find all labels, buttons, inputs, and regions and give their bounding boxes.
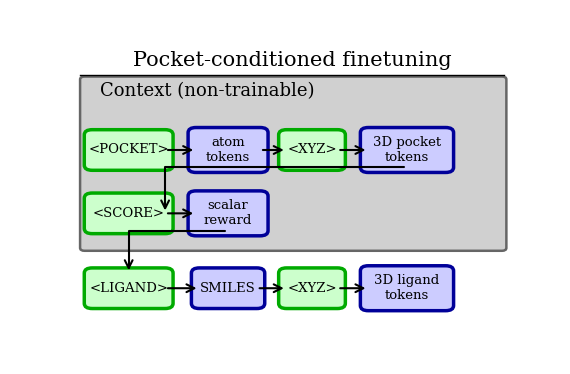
FancyBboxPatch shape	[279, 268, 345, 309]
Text: atom
tokens: atom tokens	[206, 136, 250, 164]
FancyBboxPatch shape	[84, 268, 173, 309]
Text: <SCORE>: <SCORE>	[93, 207, 165, 220]
Text: SMILES: SMILES	[200, 282, 256, 295]
Text: 3D ligand
tokens: 3D ligand tokens	[374, 274, 439, 302]
Text: Context (non-trainable): Context (non-trainable)	[100, 82, 315, 100]
FancyBboxPatch shape	[279, 130, 345, 170]
FancyBboxPatch shape	[80, 77, 506, 251]
Text: Pocket-conditioned finetuning: Pocket-conditioned finetuning	[133, 51, 451, 70]
FancyBboxPatch shape	[188, 191, 268, 236]
Text: <LIGAND>: <LIGAND>	[89, 282, 168, 295]
FancyBboxPatch shape	[192, 268, 264, 309]
Text: <POCKET>: <POCKET>	[88, 144, 169, 156]
Text: 3D pocket
tokens: 3D pocket tokens	[373, 136, 441, 164]
Text: <XYZ>: <XYZ>	[287, 282, 337, 295]
FancyBboxPatch shape	[360, 128, 454, 172]
Text: scalar
reward: scalar reward	[204, 199, 253, 227]
FancyBboxPatch shape	[188, 128, 268, 172]
Text: <XYZ>: <XYZ>	[287, 144, 337, 156]
FancyBboxPatch shape	[84, 193, 173, 234]
FancyBboxPatch shape	[84, 130, 173, 170]
FancyBboxPatch shape	[360, 266, 454, 311]
